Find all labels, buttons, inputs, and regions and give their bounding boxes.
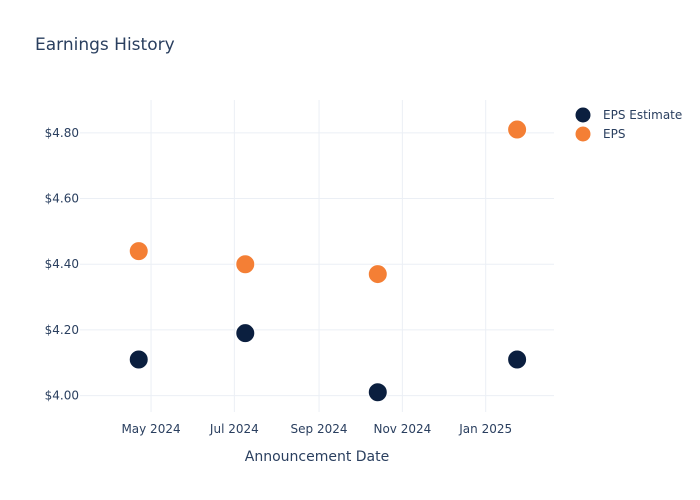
x-tick-label: Jan 2025 <box>458 422 512 436</box>
eps-estimate-point[interactable] <box>128 349 149 370</box>
eps-point[interactable] <box>128 241 149 262</box>
x-tick-label: May 2024 <box>121 422 180 436</box>
eps-point[interactable] <box>507 119 528 140</box>
x-tick-label: Sep 2024 <box>291 422 348 436</box>
y-axis-ticks: $4.00 $4.20 $4.40 $4.60 $4.80 <box>45 126 79 403</box>
grid-lines <box>80 100 554 412</box>
y-tick-label: $4.20 <box>45 323 79 337</box>
y-tick-label: $4.60 <box>45 192 79 206</box>
legend-marker-eps[interactable] <box>574 125 592 143</box>
x-axis-title: Announcement Date <box>245 449 389 465</box>
legend-marker-eps-estimate[interactable] <box>574 106 592 124</box>
y-tick-label: $4.80 <box>45 126 79 140</box>
x-tick-label: Nov 2024 <box>373 422 431 436</box>
data-points <box>128 119 528 403</box>
chart-title: Earnings History <box>35 35 175 55</box>
eps-estimate-point[interactable] <box>235 323 256 344</box>
legend-label-eps[interactable]: EPS <box>603 127 625 141</box>
eps-point[interactable] <box>367 264 388 285</box>
x-tick-label: Jul 2024 <box>209 422 259 436</box>
legend[interactable]: EPS Estimate EPS <box>574 106 682 143</box>
eps-point[interactable] <box>235 254 256 275</box>
x-axis-ticks: May 2024 Jul 2024 Sep 2024 Nov 2024 Jan 2025 <box>121 422 512 436</box>
y-tick-label: $4.00 <box>45 389 79 403</box>
y-tick-label: $4.40 <box>45 257 79 271</box>
legend-label-eps-estimate[interactable]: EPS Estimate <box>603 108 682 122</box>
eps-estimate-point[interactable] <box>507 349 528 370</box>
eps-estimate-point[interactable] <box>367 382 388 403</box>
